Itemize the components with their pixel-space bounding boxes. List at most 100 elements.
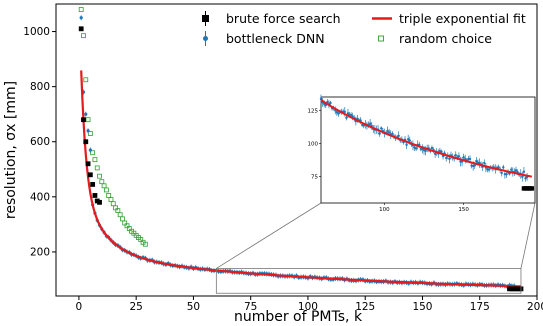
- y-tick-label: 1000: [23, 26, 50, 38]
- legend-label-bottleneck-dnn: bottleneck DNN: [226, 31, 325, 46]
- inset-dnn-point: [521, 175, 524, 178]
- x-tick-label: 25: [129, 301, 142, 313]
- inset-dnn-point: [510, 168, 513, 171]
- dnn-point: [79, 16, 83, 20]
- inset-dnn-point: [483, 161, 486, 165]
- inset-dnn-point: [473, 164, 476, 167]
- x-tick-label: 200: [527, 301, 543, 313]
- x-tick-label: 175: [470, 301, 490, 313]
- brute-force-point: [90, 182, 96, 187]
- brute-force-point: [83, 139, 89, 145]
- inset-dnn-point: [346, 112, 350, 115]
- x-tick-label: 0: [76, 301, 83, 313]
- zoom-connector: [216, 202, 322, 269]
- inset-dnn-point: [406, 138, 410, 141]
- random-choice-point: [90, 150, 96, 156]
- inset-dnn-point: [424, 149, 427, 152]
- y-tick-label: 600: [30, 136, 50, 148]
- inset-dnn-point: [462, 156, 465, 159]
- brute-force-point: [78, 26, 84, 32]
- inset-plot: 100 150 75 100 125: [308, 94, 536, 213]
- inset-dnn-point: [414, 147, 418, 150]
- legend-label-triple-fit: triple exponential fit: [399, 11, 526, 26]
- inset-dnn-point: [448, 157, 451, 160]
- inset-dnn-point: [505, 173, 508, 176]
- x-tick-label: 100: [298, 301, 318, 313]
- inset-dnn-point: [368, 122, 372, 125]
- dnn-point: [86, 129, 90, 133]
- x-axis-label: number of PMTs, k: [234, 309, 363, 325]
- x-tick-label: 75: [244, 301, 257, 313]
- random-choice-point: [87, 131, 93, 136]
- brute-force-point: [87, 172, 93, 178]
- brute-force-point: [92, 193, 98, 198]
- random-choice-point: [85, 117, 91, 123]
- inset-brute-force-point: [529, 186, 535, 191]
- y-tick-label: 200: [30, 246, 50, 258]
- inset-dnn-point: [524, 177, 527, 180]
- inset-dnn-point: [408, 139, 411, 142]
- inset-dnn-point: [445, 156, 448, 160]
- x-tick-label: 150: [412, 301, 432, 313]
- brute-force-point: [81, 117, 86, 123]
- zoom-region-box: [215, 268, 522, 294]
- zoom-connector: [520, 202, 536, 269]
- legend-marker-random-choice: [378, 35, 384, 42]
- inset-fit-line: [320, 99, 533, 178]
- triple-exponential-fit-line: [80, 70, 522, 288]
- dnn-point: [88, 148, 92, 152]
- dnn-point: [84, 112, 88, 116]
- inset-dnn-point: [380, 127, 383, 130]
- inset-dnn-point: [487, 168, 491, 171]
- inset-dnn-point: [387, 131, 391, 134]
- x-axis-ticks: 0 25 50 75 100 125 150 175 200: [76, 296, 543, 313]
- legend: brute force search triple exponential fi…: [202, 11, 526, 46]
- inset-dnn-point: [440, 150, 443, 153]
- inset-x-tick-label: 100: [379, 207, 390, 213]
- inset-dnn-point: [468, 157, 472, 161]
- y-axis-ticks: 200 400 600 800 1000: [23, 26, 56, 258]
- inset-dnn-point: [454, 154, 457, 157]
- x-tick-label: 125: [355, 301, 375, 313]
- y-axis-label: resolution, σx [mm]: [3, 81, 19, 219]
- main-plot: [78, 7, 524, 294]
- inset-dnn-point: [522, 170, 526, 173]
- random-choice-point: [92, 157, 98, 163]
- inset-y-tick-label: 125: [308, 108, 319, 114]
- inset-dnn-point: [475, 159, 478, 163]
- random-choice-point: [142, 241, 148, 247]
- inset-y-tick-label: 75: [311, 175, 318, 181]
- y-tick-label: 400: [30, 191, 50, 203]
- inset-dnn-point: [386, 129, 389, 133]
- random-choice-point: [103, 187, 109, 193]
- inset-x-tick-label: 150: [458, 207, 469, 213]
- inset-y-tick-label: 100: [308, 141, 319, 147]
- inset-dnn-point: [430, 146, 434, 150]
- inset-dnn-point: [349, 113, 353, 117]
- brute-force-point: [85, 161, 91, 167]
- y-tick-label: 800: [30, 81, 50, 93]
- inset-dnn-point: [457, 155, 461, 158]
- random-choice-point: [97, 173, 102, 179]
- inset-dnn-point: [405, 143, 408, 146]
- random-choice-point: [81, 33, 86, 39]
- plot-area: [55, 3, 538, 297]
- inset-dnn-point: [502, 166, 505, 169]
- inset-dnn-point: [397, 134, 400, 138]
- inset-dnn-point: [335, 111, 339, 114]
- inset-dnn-point: [343, 110, 346, 114]
- legend-label-brute-force: brute force search: [226, 11, 341, 26]
- random-choice-point: [83, 77, 89, 83]
- inset-dnn-point: [497, 166, 500, 169]
- inset-dnn-point: [514, 169, 518, 172]
- inset-dnn-point: [433, 152, 437, 156]
- x-tick-label: 50: [187, 301, 200, 313]
- inset-dnn-point: [329, 101, 332, 105]
- brute-force-point: [97, 199, 102, 205]
- inset-dnn-point: [500, 171, 503, 175]
- inset-dnn-point: [378, 132, 381, 135]
- inset-dnn-point: [345, 116, 348, 120]
- zoom-connector-lines: [216, 202, 536, 269]
- inset-dnn-point: [337, 112, 340, 115]
